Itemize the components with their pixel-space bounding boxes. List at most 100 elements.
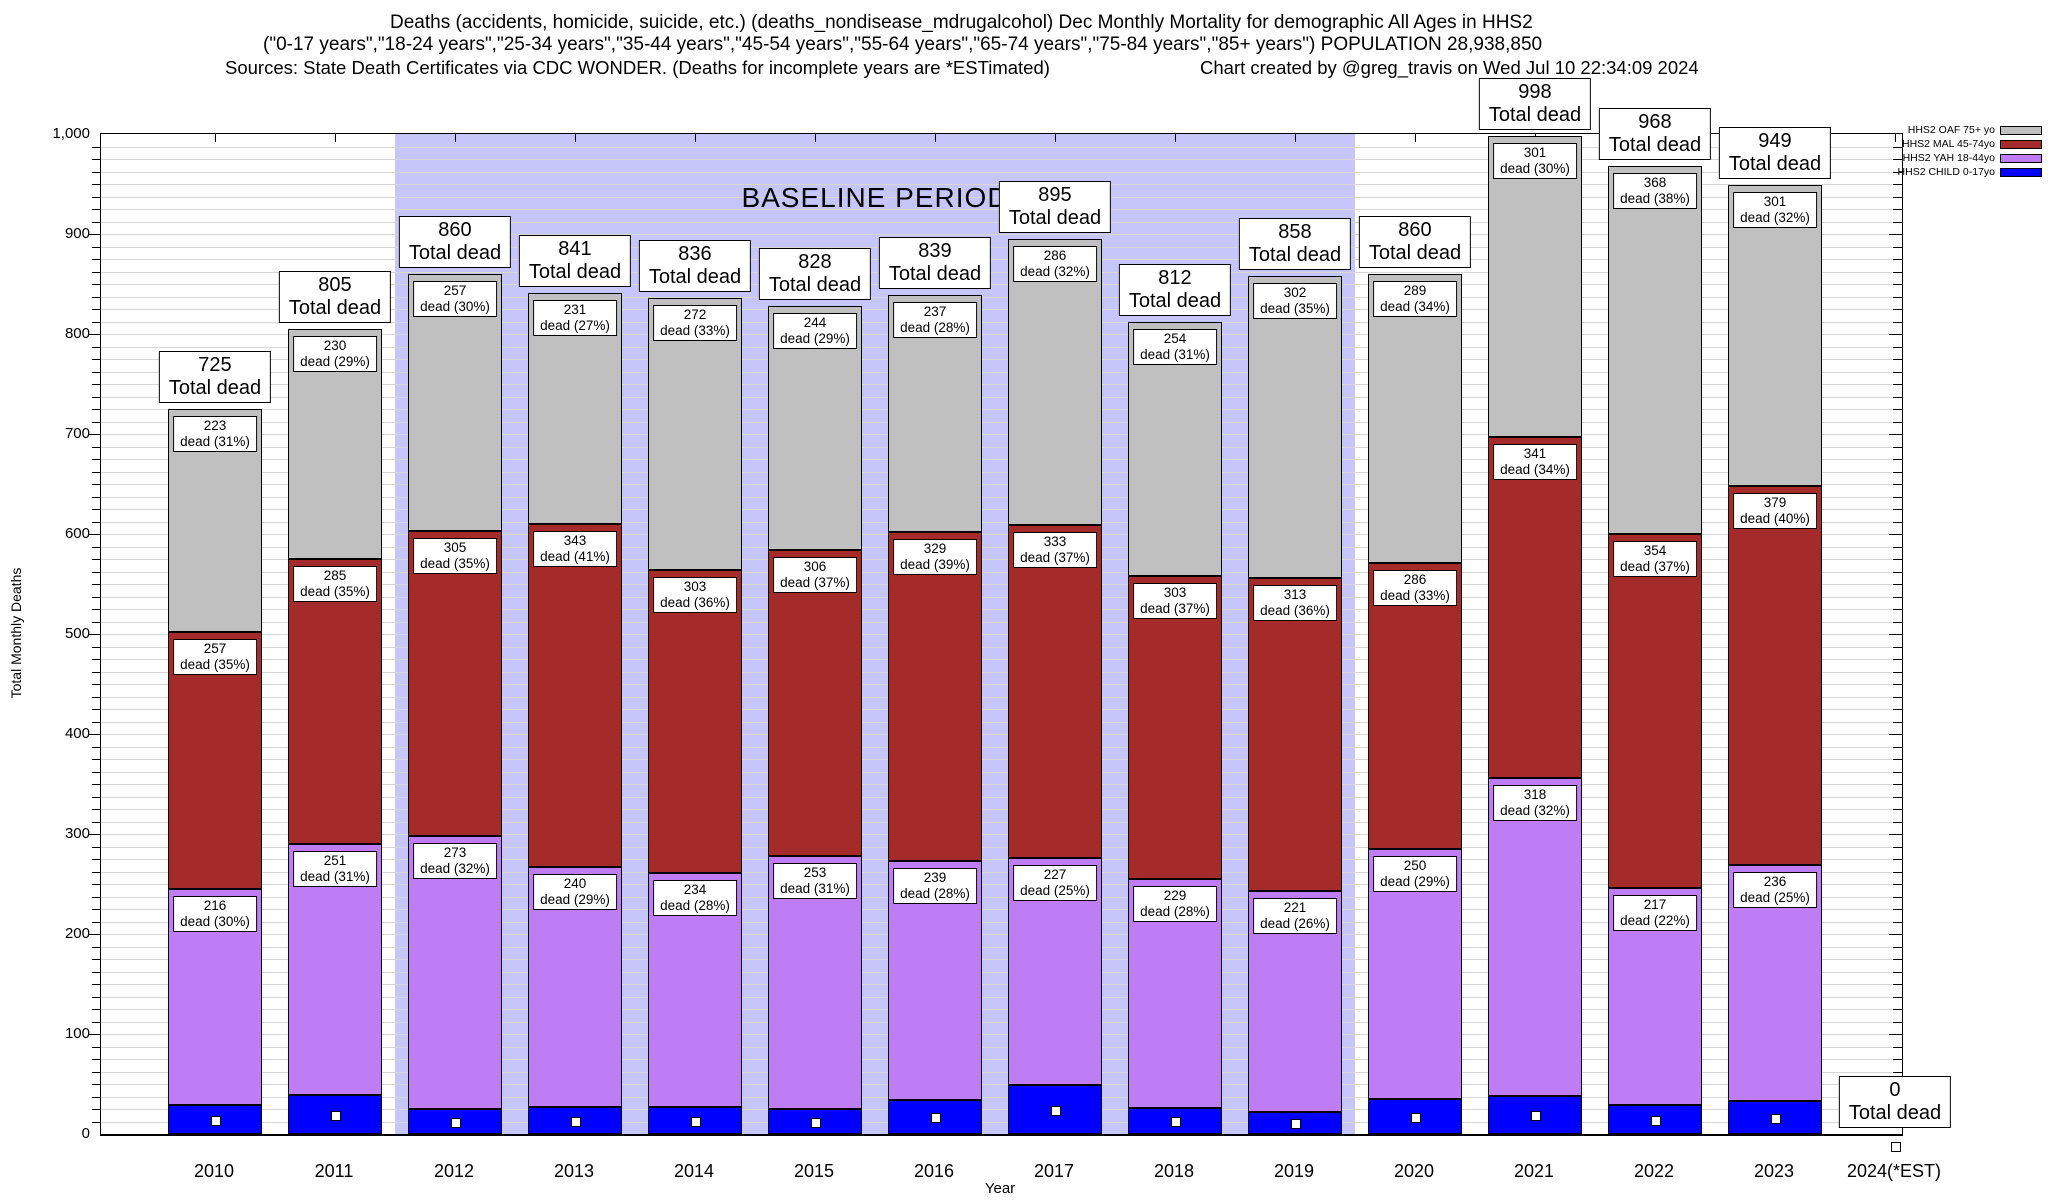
grid-line: [101, 1034, 1902, 1035]
bar-segment-hhs2-mal-45-74yo: [648, 570, 742, 873]
x-tick-top: [335, 134, 336, 142]
y-tick-right: [1893, 596, 1902, 598]
bar-segment-hhs2-oaf-75+-yo: [1488, 136, 1582, 437]
segment-label: 244 dead (29%): [773, 313, 857, 349]
segment-label: 301 dead (32%): [1733, 192, 1817, 228]
y-tick-right: [1893, 396, 1902, 398]
segment-label: 341 dead (34%): [1493, 444, 1577, 480]
bar-segment-hhs2-mal-45-74yo: [1128, 576, 1222, 879]
y-tick-right: [1893, 471, 1902, 473]
y-tick-left: [92, 309, 101, 310]
bar-segment-hhs2-oaf-75+-yo: [648, 298, 742, 570]
total-dead-label: 968 Total dead: [1598, 108, 1712, 160]
y-tick-left: [92, 496, 101, 498]
segment-label: 223 dead (31%): [173, 416, 257, 452]
segment-label: 257 dead (35%): [173, 639, 257, 675]
y-tick-left: [92, 671, 101, 673]
y-tick-left: [92, 184, 101, 185]
grid-line: [101, 321, 1902, 323]
grid-line: [101, 1096, 1902, 1098]
y-tick-right: [1893, 684, 1902, 685]
grid-line: [101, 809, 1902, 810]
grid-line: [101, 934, 1902, 935]
grid-line: [101, 246, 1902, 248]
y-tick-left: [92, 846, 101, 848]
child-segment-marker: [211, 1115, 221, 1126]
y-tick-right: [1893, 796, 1902, 798]
child-segment-marker: [1531, 1111, 1541, 1121]
y-tick-right: [1893, 546, 1902, 548]
grid-line: [101, 234, 1902, 235]
y-tick-right: [1893, 871, 1902, 873]
y-tick-left: [92, 259, 101, 260]
y-tick-right: [1893, 459, 1902, 460]
grid-line: [101, 646, 1902, 648]
segment-label: 303 dead (37%): [1133, 583, 1217, 619]
segment-label: 273 dead (32%): [413, 843, 497, 879]
x-tick-top: [1175, 134, 1176, 142]
y-tick-right: [1893, 171, 1902, 173]
segment-label: 289 dead (34%): [1373, 281, 1457, 317]
grid-line: [101, 971, 1902, 973]
y-axis-tick-label: 300: [64, 825, 90, 842]
y-tick-right: [1893, 521, 1902, 523]
segment-label: 239 dead (28%): [893, 868, 977, 904]
y-tick-left: [92, 1084, 101, 1085]
y-tick-right: [1893, 184, 1902, 185]
y-tick-left: [92, 721, 101, 723]
child-segment-marker: [1411, 1112, 1421, 1123]
grid-line: [101, 834, 1902, 835]
y-tick-right: [1893, 996, 1902, 998]
x-axis-tick-label: 2023: [1753, 1161, 1795, 1181]
legend-swatch: [2000, 125, 2042, 135]
grid-line: [101, 521, 1902, 523]
y-tick-right: [1889, 634, 1902, 635]
y-tick-left: [92, 946, 101, 948]
y-tick-left: [92, 584, 101, 585]
grid-line: [101, 296, 1902, 298]
y-tick-left: [88, 734, 101, 735]
grid-line: [101, 1121, 1902, 1123]
y-tick-left: [92, 996, 101, 998]
y-tick-left: [92, 609, 101, 610]
grid-line: [101, 371, 1902, 373]
y-tick-left: [92, 759, 101, 760]
y-tick-left: [92, 446, 101, 448]
total-dead-label: 860 Total dead: [398, 216, 512, 268]
y-tick-right: [1889, 434, 1902, 435]
y-tick-left: [88, 334, 101, 335]
y-tick-right: [1893, 284, 1902, 285]
grid-line: [101, 421, 1902, 423]
y-tick-right: [1889, 534, 1902, 535]
chart-title-line1: Deaths (accidents, homicide, suicide, et…: [390, 12, 1533, 33]
segment-label: 240 dead (29%): [533, 874, 617, 910]
y-tick-right: [1893, 321, 1902, 323]
y-tick-right: [1893, 1009, 1902, 1010]
total-dead-label: 805 Total dead: [278, 271, 392, 323]
legend-label: HHS2 YAH 18-44yo: [1902, 152, 1995, 164]
segment-label: 305 dead (35%): [413, 538, 497, 574]
x-axis-tick-label: 2019: [1273, 1161, 1315, 1181]
grid-line: [101, 984, 1902, 985]
legend-swatch: [2000, 153, 2042, 163]
y-tick-left: [92, 696, 101, 698]
segment-label: 221 dead (26%): [1253, 898, 1337, 934]
y-tick-left: [88, 934, 101, 935]
y-tick-left: [92, 196, 101, 198]
child-segment-marker: [1171, 1117, 1181, 1127]
y-tick-right: [1893, 884, 1902, 885]
grid-line: [101, 346, 1902, 348]
total-dead-label: 725 Total dead: [158, 351, 272, 403]
grid-line: [101, 171, 1902, 173]
grid-line: [101, 996, 1902, 998]
segment-label: 216 dead (30%): [173, 896, 257, 932]
y-tick-right: [1893, 421, 1902, 423]
y-tick-left: [92, 796, 101, 798]
grid-line: [101, 696, 1902, 698]
y-tick-right: [1893, 696, 1902, 698]
y-tick-right: [1893, 946, 1902, 948]
plot-area: BASELINE PERIOD 216 dead (30%) 257 dead (35%…: [88, 78, 1952, 1152]
grid-line: [101, 271, 1902, 273]
child-segment-marker: [451, 1117, 461, 1128]
y-tick-right: [1893, 909, 1902, 910]
